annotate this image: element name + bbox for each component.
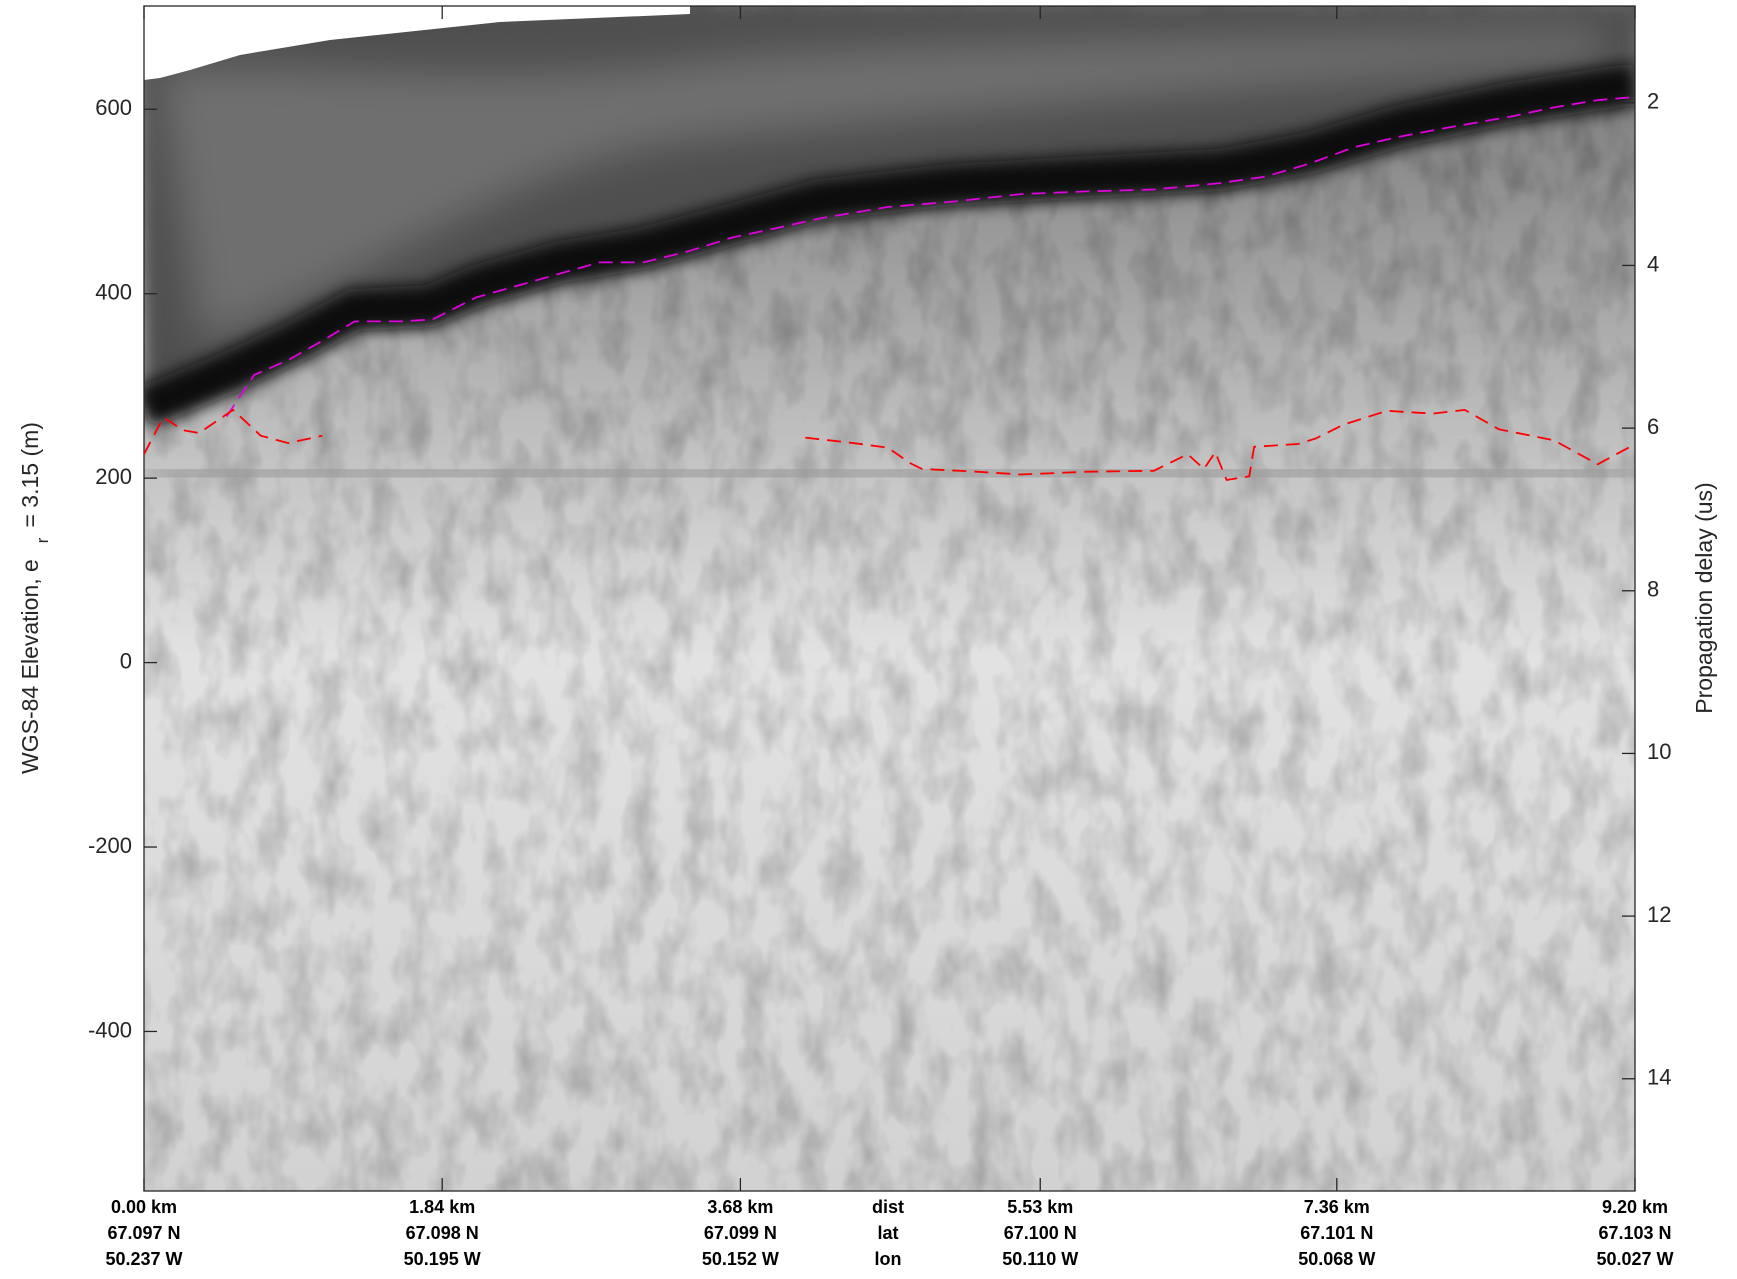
y2-axis-label: Propagation delay (us) [1691, 482, 1717, 713]
row-name: lat [877, 1223, 898, 1243]
radar-layer-line [144, 408, 1633, 482]
y2-tick-label: 10 [1647, 739, 1671, 764]
y-label-subscript: r [33, 537, 52, 543]
echogram-image [144, 6, 1635, 1191]
y2-tick-label: 14 [1647, 1065, 1671, 1090]
lat-label: 67.100 N [1004, 1223, 1077, 1243]
lat-label: 67.103 N [1598, 1223, 1671, 1243]
lat-label: 67.097 N [107, 1223, 180, 1243]
x-tick-label: 7.36 km [1304, 1197, 1370, 1217]
lon-label: 50.110 W [1002, 1249, 1078, 1269]
lon-label: 50.027 W [1596, 1249, 1673, 1269]
y-tick-label: 200 [95, 464, 132, 489]
radar-layer-line [225, 96, 1632, 417]
x-tick-label: 1.84 km [409, 1197, 475, 1217]
y-label-suffix: = 3.15 (m) [17, 422, 43, 527]
x-tick-label: 9.20 km [1602, 1197, 1668, 1217]
y-tick-label: -200 [88, 833, 132, 858]
y-tick-label: -400 [88, 1017, 132, 1042]
y-tick-label: 0 [120, 648, 132, 673]
y2-tick-label: 6 [1647, 414, 1659, 439]
y-tick-label: 400 [95, 280, 132, 305]
lat-label: 67.098 N [406, 1223, 479, 1243]
lon-label: 50.237 W [105, 1249, 182, 1269]
y-label-main: WGS-84 Elevation, e [17, 559, 43, 774]
lon-label: 50.195 W [404, 1249, 481, 1269]
x-tick-label: 0.00 km [111, 1197, 177, 1217]
row-name: dist [872, 1197, 904, 1217]
lon-label: 50.152 W [702, 1249, 779, 1269]
lon-label: 50.068 W [1298, 1249, 1375, 1269]
plot-frame [143, 5, 1636, 1192]
lat-label: 67.101 N [1300, 1223, 1373, 1243]
y2-tick-label: 2 [1647, 89, 1659, 114]
y-axis-label: WGS-84 Elevation, e r = 3.15 (m) [17, 422, 52, 774]
y2-tick-label: 4 [1647, 251, 1659, 276]
y-tick-label: 600 [95, 95, 132, 120]
x-tick-label: 3.68 km [707, 1197, 773, 1217]
x-tick-label: 5.53 km [1007, 1197, 1073, 1217]
lat-label: 67.099 N [704, 1223, 777, 1243]
row-name: lon [875, 1249, 902, 1269]
y2-tick-label: 8 [1647, 577, 1659, 602]
y2-tick-label: 12 [1647, 902, 1671, 927]
